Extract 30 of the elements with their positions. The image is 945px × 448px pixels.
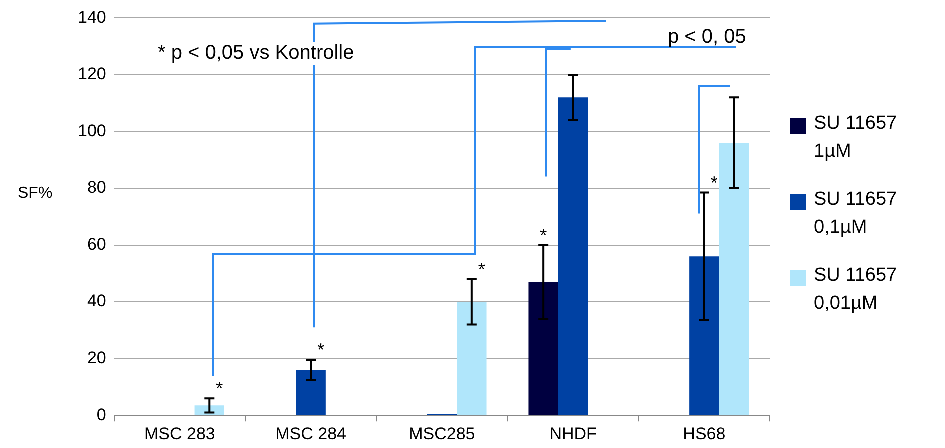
- x-tick-label: MSC 284: [276, 424, 346, 444]
- annotation: * p < 0,05 vs Kontrolle: [158, 42, 354, 65]
- y-axis-title: SF%: [18, 185, 53, 203]
- legend-label: SU 11657 0,1µM: [814, 188, 898, 240]
- bar: [690, 256, 720, 416]
- bar: [558, 98, 588, 416]
- annotation: *: [478, 259, 486, 280]
- x-tick-label: MSC285: [409, 424, 476, 444]
- y-tick-label: 140: [78, 8, 106, 27]
- bar: [296, 370, 326, 416]
- x-tick-label: NHDF: [550, 424, 597, 444]
- x-tick-label: HS68: [683, 424, 726, 444]
- bar: [719, 143, 750, 416]
- legend-label: SU 11657 1µM: [814, 112, 898, 164]
- y-tick-label: 120: [78, 64, 106, 84]
- annotation: p < 0, 05: [668, 26, 746, 49]
- bar: [528, 282, 558, 416]
- x-tick-label: MSC 283: [144, 424, 216, 444]
- annotation: *: [710, 172, 718, 193]
- bar: [457, 302, 487, 416]
- legend-label: SU 11657 0,01µM: [814, 264, 898, 316]
- annotation: *: [318, 340, 325, 360]
- y-tick-label: 100: [78, 121, 106, 140]
- annotation: *: [540, 225, 548, 246]
- y-tick-label: 0: [96, 405, 106, 424]
- y-tick-label: 60: [87, 234, 106, 254]
- y-tick-label: 40: [87, 292, 106, 311]
- y-tick-label: 20: [87, 348, 106, 368]
- y-tick-label: 80: [87, 178, 106, 198]
- annotation: *: [216, 378, 224, 399]
